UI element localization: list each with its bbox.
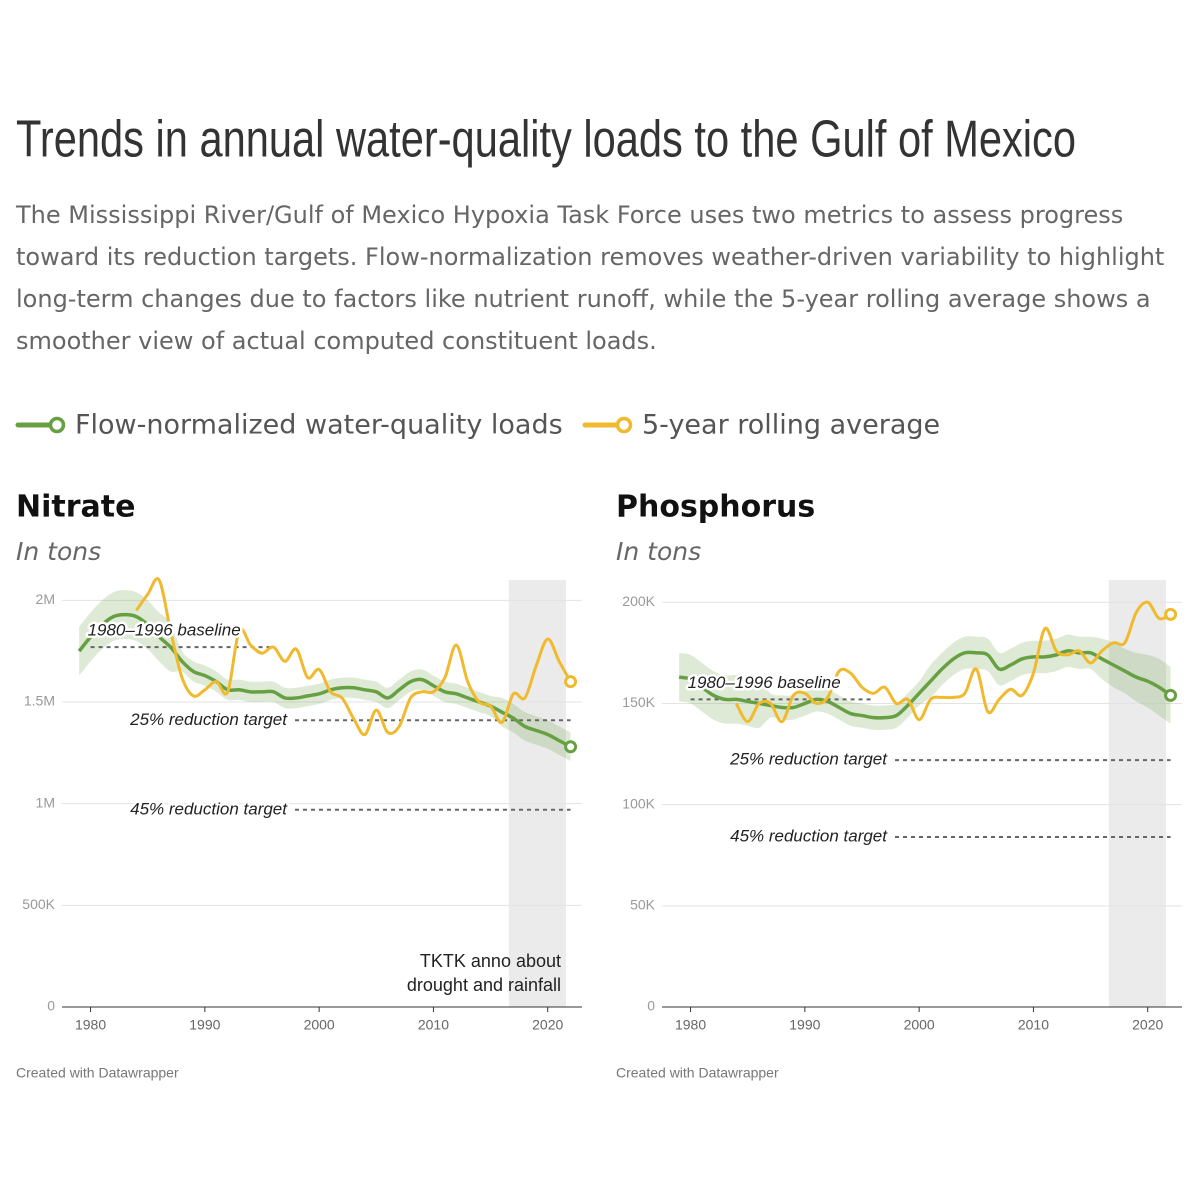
y-tick-label: 200K bbox=[622, 593, 655, 609]
chart-subtitle: In tons bbox=[16, 537, 101, 566]
chart: Nitrate In tons 0 500K 1M 1.5M 2M 1980 1990 2000 2… bbox=[16, 490, 582, 1081]
page-title: Trends in annual water-quality loads to … bbox=[16, 111, 1076, 169]
description: The Mississippi River/Gulf of Mexico Hyp… bbox=[16, 201, 1165, 355]
x-tick-label: 1980 bbox=[675, 1017, 706, 1033]
x-tick-label: 2000 bbox=[304, 1017, 335, 1033]
y-tick-label: 1M bbox=[36, 794, 55, 810]
chart-subtitle: In tons bbox=[616, 537, 701, 566]
y-tick-label: 150K bbox=[622, 694, 655, 710]
end-marker bbox=[564, 675, 578, 689]
highlight-region bbox=[508, 580, 566, 1007]
end-marker bbox=[564, 740, 578, 754]
reference-label: 1980–1996 baseline bbox=[688, 673, 841, 692]
highlight-region bbox=[1108, 580, 1166, 1007]
reference-label: 25% reduction target bbox=[729, 750, 888, 769]
series-line bbox=[734, 600, 1172, 724]
x-tick-label: 2010 bbox=[418, 1017, 449, 1033]
credit: Created with Datawrapper bbox=[616, 1065, 779, 1081]
end-marker bbox=[1164, 688, 1178, 702]
header: Trends in annual water-quality loads to … bbox=[15, 111, 1076, 441]
annotation: drought and rainfall bbox=[407, 975, 561, 995]
annotation: TKTK anno about bbox=[420, 951, 561, 971]
y-tick-label: 2M bbox=[36, 591, 55, 607]
legend-label: 5-year rolling average bbox=[642, 410, 940, 441]
reference-label: 25% reduction target bbox=[129, 710, 288, 729]
chart-title: Nitrate bbox=[16, 490, 135, 525]
chart: Phosphorus In tons 0 50K 100K 150K 200K 1980 199… bbox=[616, 490, 1182, 1081]
reference-label: 45% reduction target bbox=[730, 826, 888, 845]
y-tick-label: 100K bbox=[622, 795, 655, 811]
x-tick-label: 1990 bbox=[789, 1017, 820, 1033]
x-tick-label: 2020 bbox=[1132, 1017, 1163, 1033]
legend-label: Flow-normalized water-quality loads bbox=[75, 410, 563, 441]
y-tick-label: 50K bbox=[630, 897, 656, 913]
x-tick-label: 2020 bbox=[532, 1017, 563, 1033]
series-line bbox=[135, 577, 572, 737]
x-tick-label: 1990 bbox=[189, 1017, 220, 1033]
legend-marker bbox=[48, 416, 66, 434]
y-tick-label: 0 bbox=[647, 998, 655, 1014]
reference-label: 1980–1996 baseline bbox=[88, 621, 241, 640]
y-tick-label: 500K bbox=[22, 896, 55, 912]
y-tick-label: 1.5M bbox=[24, 693, 55, 709]
chart-title: Phosphorus bbox=[616, 490, 815, 525]
x-tick-label: 2000 bbox=[904, 1017, 935, 1033]
x-tick-label: 2010 bbox=[1018, 1017, 1049, 1033]
end-marker bbox=[1164, 607, 1178, 621]
uncertainty-band bbox=[79, 590, 571, 761]
legend: Flow-normalized water-quality loads 5-yea… bbox=[15, 410, 940, 441]
reference-label: 45% reduction target bbox=[130, 799, 288, 818]
legend-marker bbox=[615, 416, 633, 434]
y-tick-label: 0 bbox=[47, 998, 55, 1014]
credit: Created with Datawrapper bbox=[16, 1065, 179, 1081]
x-tick-label: 1980 bbox=[75, 1017, 106, 1033]
